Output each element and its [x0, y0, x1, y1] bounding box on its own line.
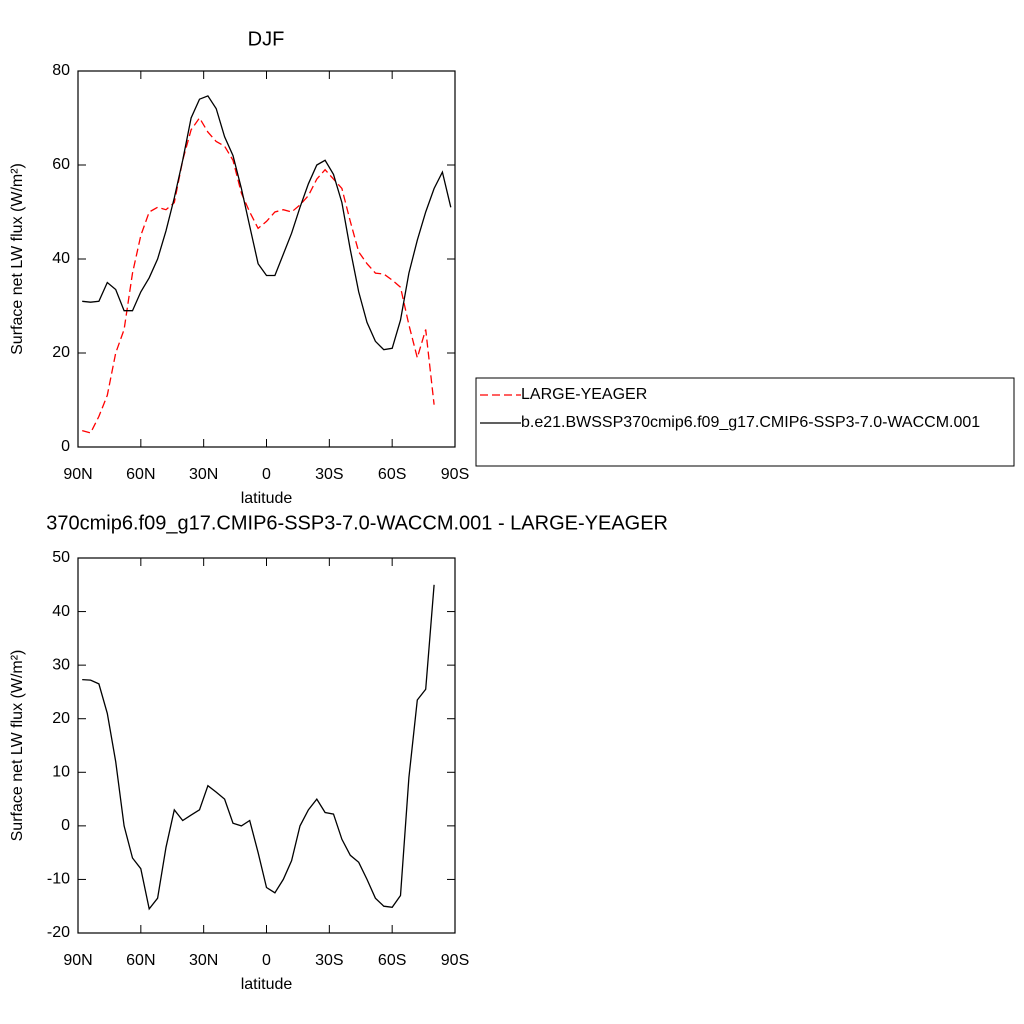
x-tick-label: 60S [378, 952, 406, 969]
y-tick-label: 50 [52, 549, 70, 566]
y-tick-label: 10 [52, 764, 70, 781]
x-tick-label: 30S [315, 466, 343, 483]
legend-box [475, 377, 1015, 467]
y-tick-label: 40 [52, 250, 70, 267]
x-tick-label: 0 [262, 466, 271, 483]
y-tick-label: -10 [47, 871, 70, 888]
chart-title: 370cmip6.f09_g17.CMIP6-SSP3-7.0-WACCM.00… [46, 512, 668, 534]
x-axis-label: latitude [241, 490, 293, 507]
y-tick-label: 0 [61, 438, 70, 455]
x-tick-label: 90N [63, 466, 92, 483]
y-tick-label: 60 [52, 156, 70, 173]
x-tick-label: 60N [126, 466, 155, 483]
plot-frame [77, 70, 456, 448]
x-axis-label: latitude [241, 976, 293, 993]
x-tick-label: 90S [441, 952, 469, 969]
data-line [82, 116, 435, 434]
y-axis-label: Surface net LW flux (W/m²) [9, 650, 26, 842]
legend-label: b.e21.BWSSP370cmip6.f09_g17.CMIP6-SSP3-7… [521, 414, 980, 431]
x-tick-label: 30N [189, 466, 218, 483]
x-tick-label: 60S [378, 466, 406, 483]
data-line [82, 95, 452, 351]
x-tick-label: 0 [262, 952, 271, 969]
y-tick-label: 30 [52, 656, 70, 673]
x-tick-label: 30N [189, 952, 218, 969]
y-tick-label: 20 [52, 710, 70, 727]
x-tick-label: 30S [315, 952, 343, 969]
plot-frame [77, 557, 456, 934]
y-tick-label: -20 [47, 924, 70, 941]
y-tick-label: 20 [52, 344, 70, 361]
x-tick-label: 90N [63, 952, 92, 969]
y-tick-label: 40 [52, 603, 70, 620]
y-tick-label: 0 [61, 817, 70, 834]
data-line [82, 584, 435, 911]
y-tick-label: 80 [52, 62, 70, 79]
y-axis-label: Surface net LW flux (W/m²) [9, 163, 26, 355]
chart-title: DJF [248, 28, 285, 50]
x-tick-label: 90S [441, 466, 469, 483]
legend-label: LARGE-YEAGER [521, 386, 647, 403]
x-tick-label: 60N [126, 952, 155, 969]
